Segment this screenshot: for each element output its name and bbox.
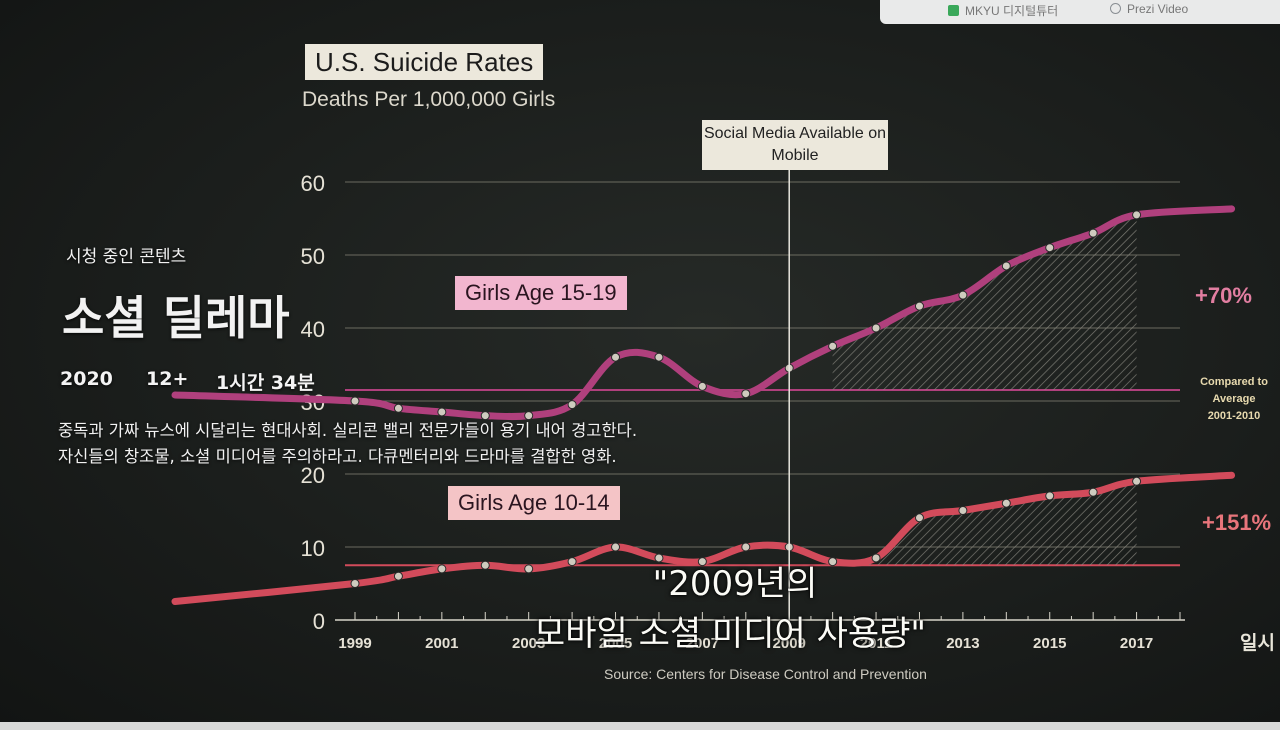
data-point: [871, 323, 881, 333]
data-point: [914, 513, 924, 523]
data-point: [914, 301, 924, 311]
data-point: [350, 396, 360, 406]
y-tick-label: 20: [301, 463, 325, 488]
data-point: [1001, 261, 1011, 271]
data-point: [828, 341, 838, 351]
x-tick-label: 2009: [773, 635, 806, 652]
x-tick-label: 2015: [1033, 635, 1066, 652]
subtitle-line-2: 모바일 소셜 미디어 사용량": [533, 614, 927, 654]
x-axis: 1999 2001 2003 2005 2007 2009 2011 2013 2015 2017: [335, 612, 1185, 652]
data-point: [697, 381, 707, 391]
series-label-15-19: Girls Age 15-19: [455, 276, 627, 310]
data-point: [611, 542, 621, 552]
change-label-10-14: +151%: [1202, 510, 1272, 535]
x-tick-label: 2013: [946, 635, 979, 652]
change-label-15-19: +70%: [1195, 283, 1252, 308]
series-points: [350, 210, 1142, 588]
synopsis: 중독과 가짜 뉴스에 시달리는 현대사회. 실리콘 밸리 전문가들이 용기 내어…: [58, 421, 638, 466]
data-point: [828, 557, 838, 567]
chart-subtitle: Deaths Per 1,000,000 Girls: [302, 88, 556, 111]
data-point: [1001, 498, 1011, 508]
data-point: [611, 352, 621, 362]
data-point: [654, 553, 664, 563]
x-tick-label: 2001: [425, 635, 458, 652]
data-point: [480, 411, 490, 421]
data-point: [871, 553, 881, 563]
y-tick-label: 40: [301, 317, 325, 342]
x-tick-label: 2005: [599, 635, 632, 652]
data-point: [958, 290, 968, 300]
increase-area: [832, 214, 1137, 391]
increase-areas: [832, 214, 1137, 566]
data-point: [393, 403, 403, 413]
increase-area: [832, 481, 1137, 566]
y-tick-label: 0: [313, 609, 325, 634]
data-point: [697, 557, 707, 567]
now-watching-label: 시청 중인 콘텐츠: [66, 247, 187, 267]
subtitle-line-1: "2009년의: [652, 564, 818, 604]
release-year: 2020: [60, 368, 113, 390]
data-point: [1045, 491, 1055, 501]
chart-source: Source: Centers for Disease Control and …: [604, 666, 927, 682]
data-point: [654, 352, 664, 362]
bookmark-green-icon: [948, 5, 959, 16]
compared-note: Compared to Average 2001-2010: [1200, 376, 1268, 422]
data-point: [480, 560, 490, 570]
y-tick-label: 50: [301, 244, 325, 269]
x-tick-label: 2011: [860, 635, 893, 652]
data-point: [393, 571, 403, 581]
data-point: [958, 506, 968, 515]
data-point: [1132, 210, 1142, 220]
data-point: [1088, 487, 1098, 497]
data-point: [567, 400, 577, 410]
chart-title: U.S. Suicide Rates: [305, 44, 544, 80]
data-point: [741, 542, 751, 552]
y-tick-label: 60: [301, 171, 325, 196]
show-title: 소셜 딜레마: [62, 291, 290, 345]
event-annotation: Social Media Available on Mobile: [702, 120, 888, 170]
x-tick-label: 2003: [512, 635, 545, 652]
prezi-icon: [1110, 3, 1121, 14]
pause-hint: 일시: [1240, 632, 1275, 654]
data-point: [524, 411, 534, 421]
data-point: [437, 564, 447, 574]
screen-bezel-bottom: [0, 722, 1280, 730]
y-tick-label: 10: [301, 536, 325, 561]
browser-bookmark-bar: MKYU 디지털튜터 Prezi Video: [880, 0, 1280, 24]
runtime: 1시간 34분: [216, 372, 315, 394]
data-point: [741, 389, 751, 399]
data-point: [567, 557, 577, 567]
bookmark-mkyu[interactable]: MKYU 디지털튜터: [948, 2, 1058, 19]
x-tick-label: 2017: [1120, 635, 1153, 652]
bookmark-prezi[interactable]: Prezi Video: [1110, 2, 1188, 16]
x-tick-label: 2007: [686, 635, 719, 652]
data-point: [1132, 476, 1142, 486]
data-point: [1045, 243, 1055, 253]
age-rating: 12+: [146, 368, 189, 390]
data-point: [437, 407, 447, 417]
data-point: [350, 579, 360, 588]
x-tick-label: 1999: [338, 635, 371, 652]
data-point: [524, 564, 534, 574]
data-point: [1088, 228, 1098, 238]
series-label-10-14: Girls Age 10-14: [448, 486, 620, 520]
